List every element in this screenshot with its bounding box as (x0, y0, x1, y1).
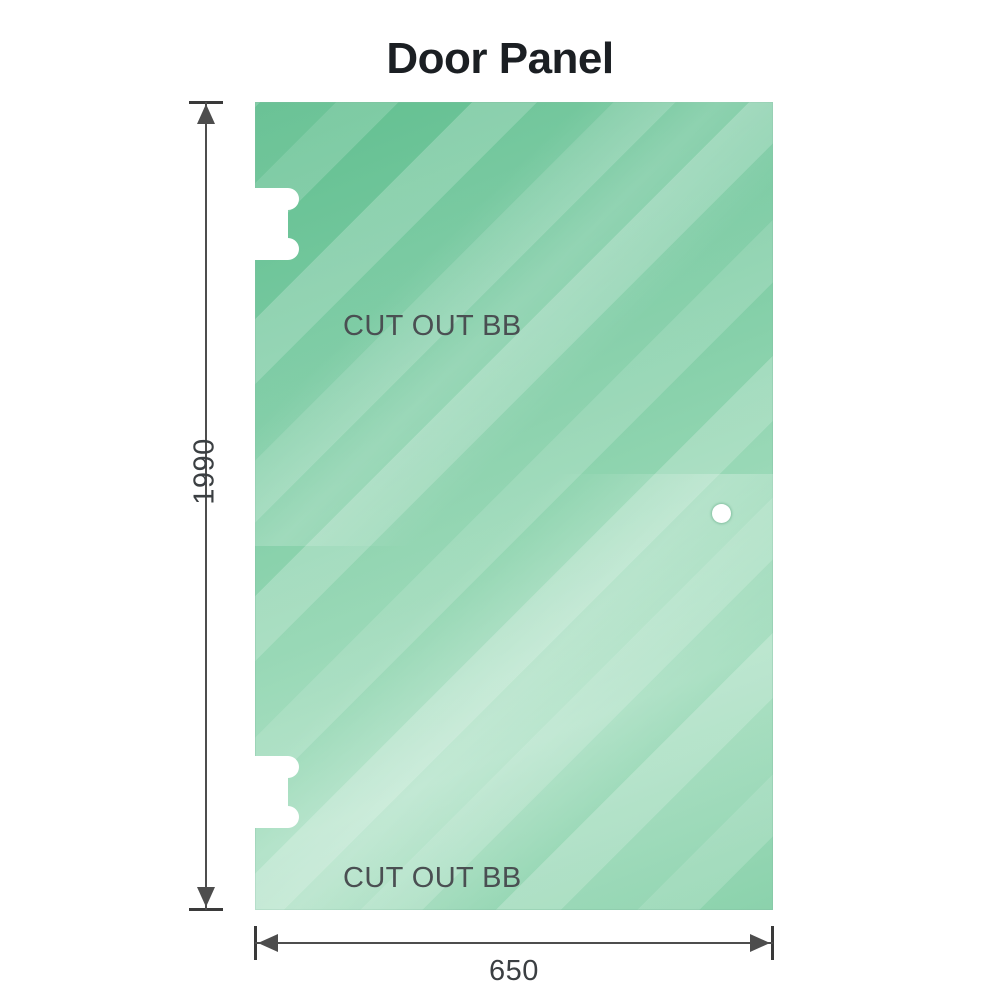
handle-hole (712, 504, 731, 523)
height-arrow-up-icon (197, 104, 215, 124)
cutout-top-label: CUT OUT BB (343, 310, 522, 342)
width-arrow-left-icon (258, 934, 278, 952)
cutout-bottom-label: CUT OUT BB (343, 862, 522, 894)
glass-surface (255, 102, 773, 910)
hinge-cutout-bottom (255, 750, 301, 834)
height-arrow-down-icon (197, 887, 215, 907)
width-arrow-right-icon (750, 934, 770, 952)
height-dimension-label: 1990 (188, 438, 221, 505)
width-dimension-label: 650 (489, 955, 539, 987)
page-title: Door Panel (386, 34, 614, 83)
height-dimension-line (205, 102, 207, 910)
door-panel: CUT OUT BB CUT OUT BB (203, 61, 877, 975)
hinge-cutout-top (255, 182, 301, 266)
width-dimension-line (255, 942, 773, 944)
